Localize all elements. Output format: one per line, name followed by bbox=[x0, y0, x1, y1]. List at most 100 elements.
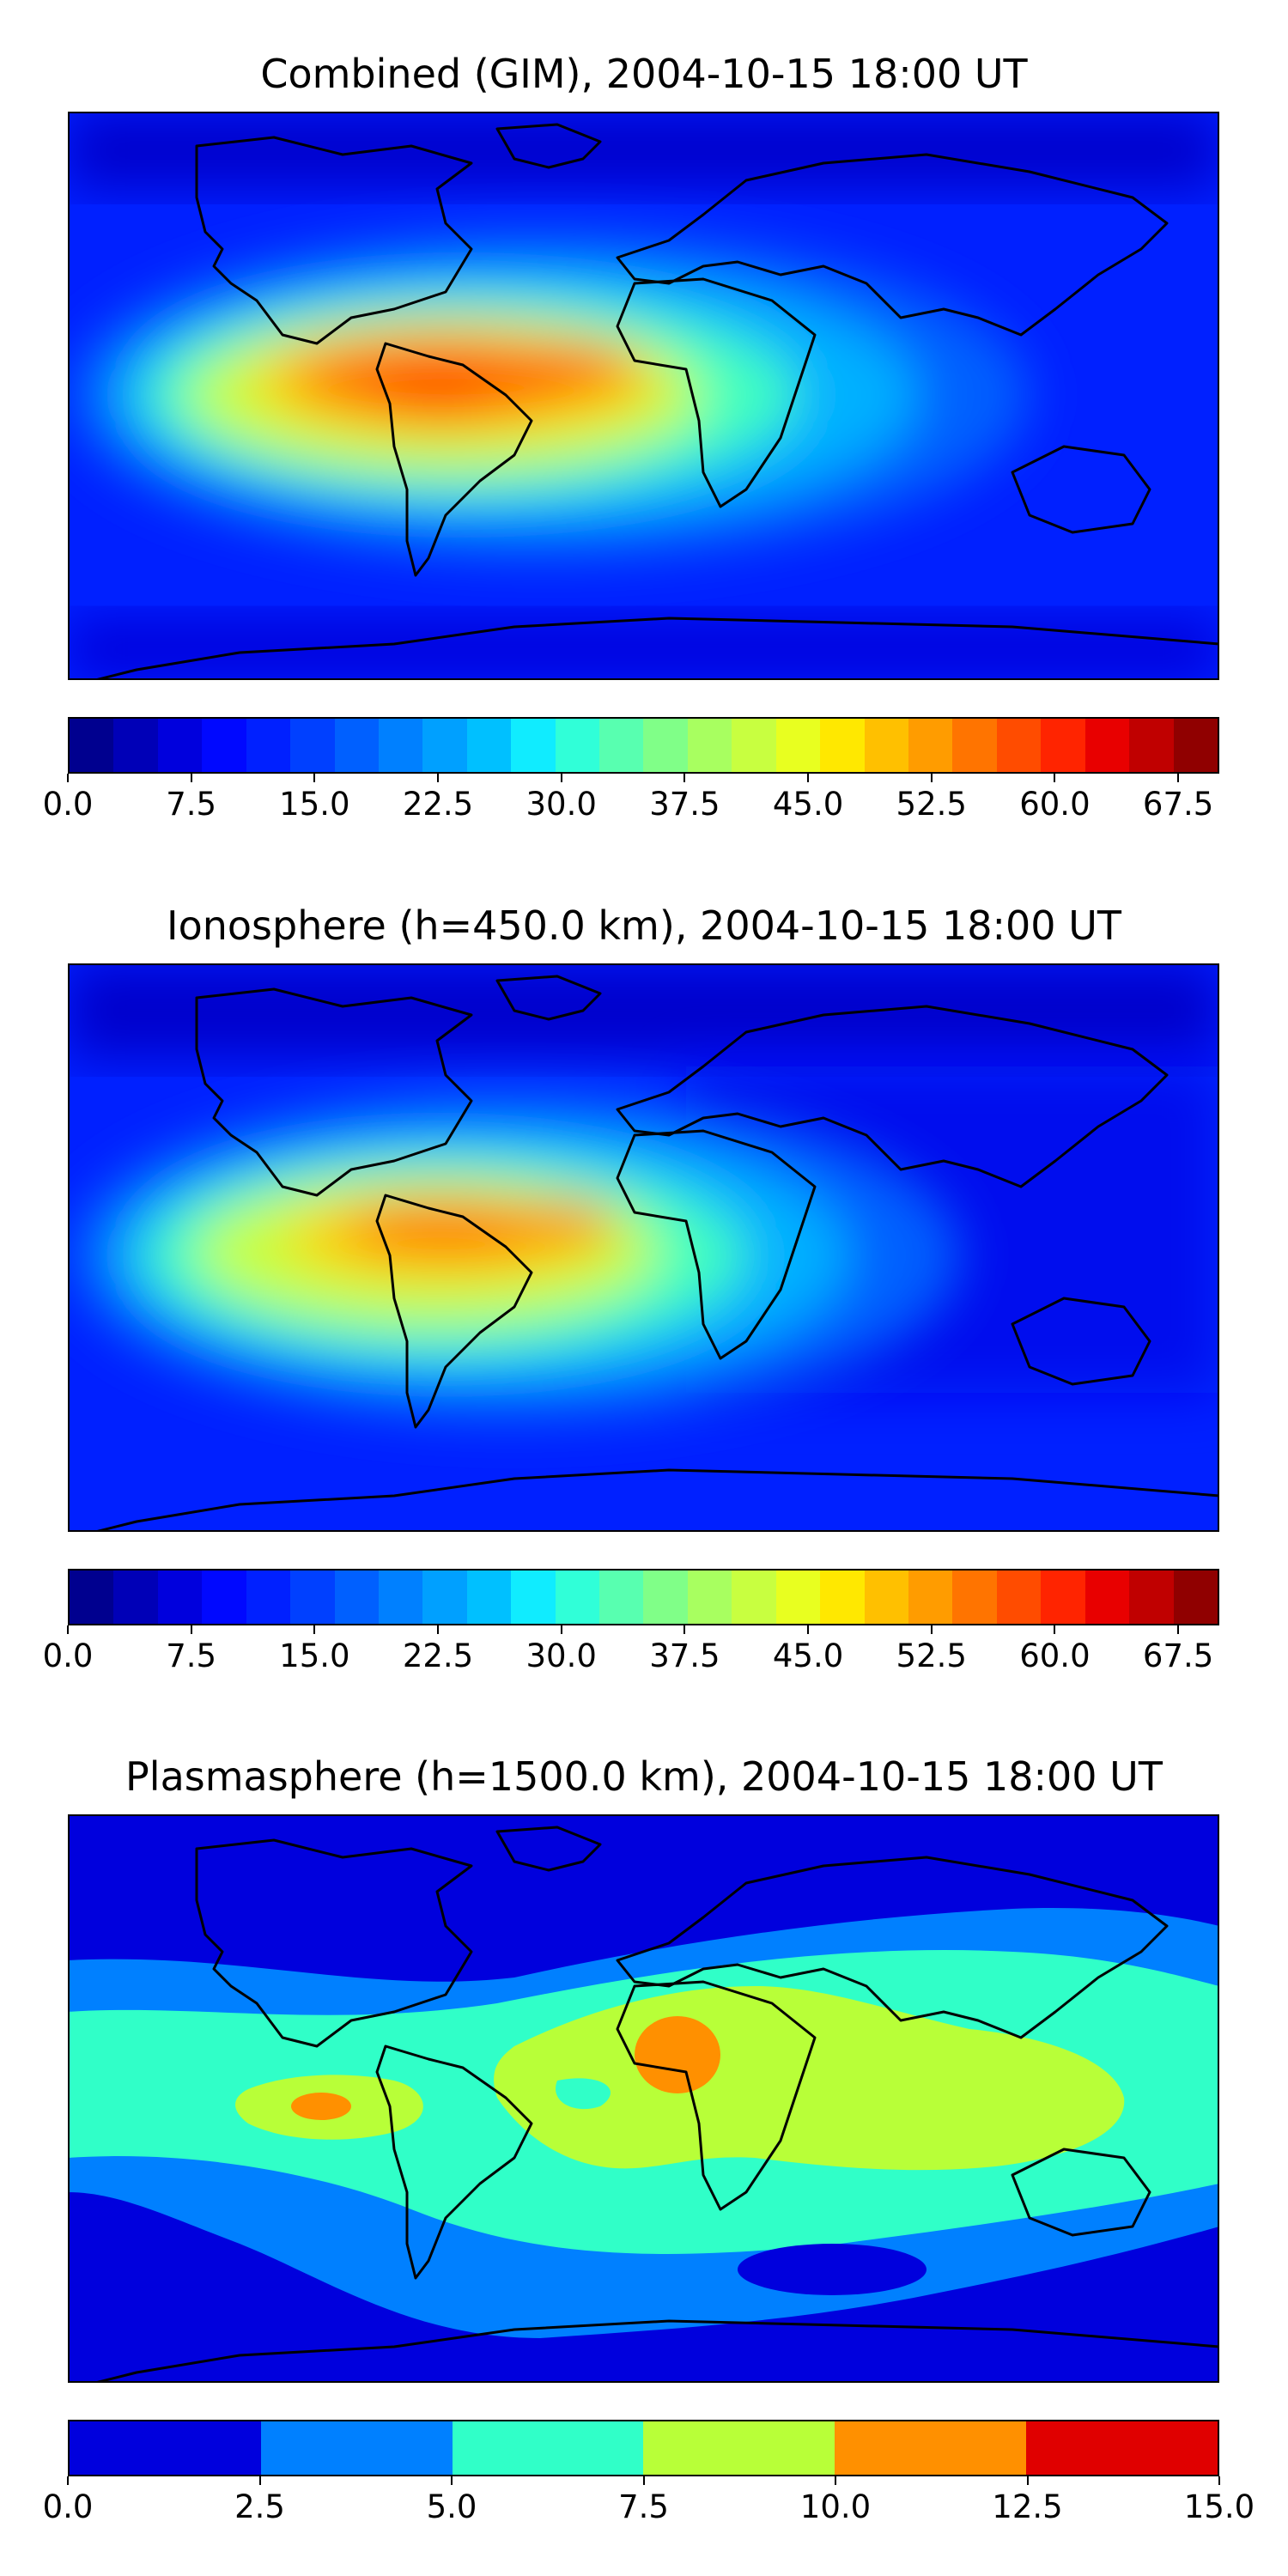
colorbar-segment bbox=[1173, 1571, 1218, 1624]
colorbar-segment bbox=[1041, 719, 1085, 772]
colorbar-segment bbox=[422, 1571, 467, 1624]
colorbar-tick-label: 45.0 bbox=[772, 1637, 844, 1674]
colorbar-tick-label: 5.0 bbox=[426, 2488, 477, 2525]
colorbar-segment bbox=[820, 1571, 865, 1624]
colorbar-tick bbox=[930, 1625, 933, 1634]
colorbar-segment bbox=[70, 1571, 114, 1624]
colorbar-tick bbox=[437, 1625, 440, 1634]
combined-tec-map bbox=[68, 112, 1219, 680]
colorbar-combined bbox=[68, 717, 1219, 774]
colorbar-tick-label: 0.0 bbox=[42, 1637, 94, 1674]
colorbar-segment bbox=[157, 1571, 203, 1624]
colorbar-tick-label: 37.5 bbox=[649, 786, 720, 823]
colorbar-segment bbox=[466, 1571, 512, 1624]
colorbar-segment bbox=[157, 719, 203, 772]
colorbar-segment bbox=[775, 1571, 821, 1624]
colorbar-segment bbox=[202, 719, 246, 772]
colorbar-tick bbox=[437, 774, 440, 782]
colorbar-tick bbox=[930, 774, 933, 782]
colorbar-tick bbox=[683, 1625, 686, 1634]
colorbar-ionosphere bbox=[68, 1569, 1219, 1625]
map-combined bbox=[68, 112, 1219, 680]
colorbar-segment bbox=[864, 1571, 909, 1624]
plasmasphere-tec-map bbox=[68, 1814, 1219, 2383]
colorbar-tick bbox=[683, 774, 686, 782]
colorbar-segment bbox=[643, 2421, 835, 2475]
panel-title-plasmasphere: Plasmasphere (h=1500.0 km), 2004-10-15 1… bbox=[125, 1753, 1163, 1800]
map-ionosphere bbox=[68, 963, 1219, 1532]
colorbar-segment bbox=[996, 719, 1042, 772]
colorbar-segment bbox=[732, 1571, 776, 1624]
colorbar-segment bbox=[555, 1571, 600, 1624]
colorbar-segment bbox=[820, 719, 865, 772]
colorbar-tick-label: 0.0 bbox=[42, 786, 94, 823]
colorbar-segment bbox=[1041, 1571, 1085, 1624]
colorbar-tick-label: 67.5 bbox=[1142, 786, 1214, 823]
colorbar-tick bbox=[258, 2476, 261, 2485]
coastlines bbox=[89, 975, 1219, 1532]
colorbar-tick bbox=[190, 774, 192, 782]
colorbar-tick-label: 30.0 bbox=[526, 1637, 597, 1674]
colorbar-segment bbox=[113, 1571, 158, 1624]
colorbar-segment bbox=[864, 719, 909, 772]
colorbar-segment bbox=[1026, 2421, 1218, 2475]
colorbar-tick-label: 12.5 bbox=[992, 2488, 1063, 2525]
colorbar-segment bbox=[70, 719, 114, 772]
colorbar-segment bbox=[1084, 1571, 1130, 1624]
colorbar-segment bbox=[378, 1571, 423, 1624]
colorbar-tick bbox=[1177, 1625, 1180, 1634]
colorbar-tick bbox=[1218, 2476, 1220, 2485]
colorbar-segment bbox=[422, 719, 467, 772]
colorbar-segment bbox=[70, 2421, 261, 2475]
colorbar-tick bbox=[451, 2476, 453, 2485]
colorbar-segment bbox=[996, 1571, 1042, 1624]
colorbar-segment bbox=[334, 1571, 379, 1624]
colorbar-segment bbox=[599, 719, 644, 772]
colorbar-tick-label: 10.0 bbox=[799, 2488, 872, 2525]
colorbar-segment bbox=[643, 719, 688, 772]
colorbar-tick-label: 0.0 bbox=[42, 2488, 94, 2525]
colorbar-tick bbox=[642, 2476, 645, 2485]
colorbar-segment bbox=[290, 1571, 335, 1624]
colorbar-segment bbox=[835, 2421, 1027, 2475]
coastlines bbox=[89, 1826, 1219, 2383]
colorbar-tick bbox=[313, 1625, 316, 1634]
colorbar-plasmasphere bbox=[68, 2420, 1219, 2476]
colorbar-segment bbox=[246, 719, 291, 772]
colorbar-tick bbox=[1026, 2476, 1029, 2485]
colorbar-tick-label: 60.0 bbox=[1019, 1637, 1091, 1674]
colorbar-segment bbox=[511, 1571, 556, 1624]
colorbar-segment bbox=[908, 719, 953, 772]
colorbar-segment bbox=[290, 719, 335, 772]
colorbar-tick-label: 37.5 bbox=[649, 1637, 720, 1674]
colorbar-tick bbox=[807, 1625, 810, 1634]
colorbar-tick-label: 67.5 bbox=[1142, 1637, 1214, 1674]
colorbar-segment bbox=[687, 719, 732, 772]
coastlines bbox=[89, 123, 1219, 680]
colorbar-tick-label: 2.5 bbox=[234, 2488, 285, 2525]
colorbar-tick bbox=[1177, 774, 1180, 782]
colorbar-tick bbox=[313, 774, 316, 782]
colorbar-segment bbox=[1173, 719, 1218, 772]
colorbar-segment bbox=[555, 719, 600, 772]
colorbar-segment bbox=[775, 719, 821, 772]
panel-title-ionosphere: Ionosphere (h=450.0 km), 2004-10-15 18:0… bbox=[167, 902, 1121, 949]
colorbar-segment bbox=[202, 1571, 246, 1624]
colorbar-segment bbox=[732, 719, 776, 772]
colorbar-tick-label: 7.5 bbox=[618, 2488, 669, 2525]
colorbar-tick bbox=[1054, 1625, 1056, 1634]
colorbar-tick bbox=[67, 2476, 69, 2485]
colorbar-tick-label: 15.0 bbox=[279, 786, 350, 823]
colorbar-tick bbox=[560, 1625, 562, 1634]
panel-title-combined: Combined (GIM), 2004-10-15 18:00 UT bbox=[260, 51, 1028, 97]
colorbar-segment bbox=[466, 719, 512, 772]
colorbar-tick-label: 22.5 bbox=[402, 786, 474, 823]
colorbar-segment bbox=[908, 1571, 953, 1624]
colorbar-tick-label: 15.0 bbox=[1183, 2488, 1255, 2525]
colorbar-segment bbox=[378, 719, 423, 772]
colorbar-tick bbox=[67, 774, 69, 782]
colorbar-tick-label: 22.5 bbox=[402, 1637, 474, 1674]
colorbar-segment bbox=[260, 2421, 453, 2475]
colorbar-segment bbox=[1129, 719, 1174, 772]
colorbar-tick-label: 7.5 bbox=[166, 1637, 217, 1674]
